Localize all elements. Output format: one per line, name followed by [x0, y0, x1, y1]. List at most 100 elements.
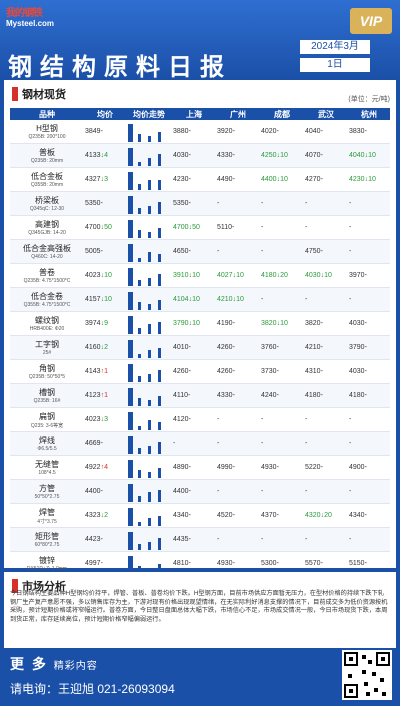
- avg-change: ↓10: [100, 272, 112, 279]
- city-price-cd: 4020-: [260, 120, 304, 144]
- contact-info: 请电询：王迎旭 021-26093094: [10, 682, 175, 696]
- table-row: 焊线 Φ6.5/5.5 4669- - - - - -: [10, 431, 390, 456]
- trend-sparkline: [128, 315, 161, 334]
- trend-bar: [138, 229, 141, 238]
- city-price-sh: 4650-: [172, 239, 216, 264]
- trend-bar: [148, 303, 151, 310]
- avg-price: 3849: [85, 128, 101, 135]
- trend-cell: [126, 383, 172, 408]
- table-row: 低合金卷 Q355B: 4.75*1500*C 4157↓10 4104↓10 4210…: [10, 287, 390, 312]
- product-spec: Q345qC: 12-30: [29, 206, 65, 212]
- product-name: 角钢: [39, 364, 55, 373]
- city-price-hz: -: [348, 479, 390, 504]
- product-spec: Q235: 3-6等宽: [30, 422, 64, 429]
- table-row: 普板 Q235B: 20mm 4133↓4 4030- 4330- 4250↓10 4070…: [10, 143, 390, 168]
- trend-sparkline: [128, 171, 161, 190]
- avg-change: ↑1: [100, 392, 108, 399]
- trend-bar: [128, 459, 133, 478]
- trend-bar: [128, 483, 133, 502]
- avg-price: 4023: [85, 272, 101, 279]
- avg-change: -: [100, 536, 103, 543]
- city-price-hz: 4030-: [348, 311, 390, 336]
- column-header: 广州: [216, 108, 260, 120]
- table-body: H型钢 Q235B: 200*100 3849- 3880- 3920- 4020- 404…: [10, 120, 390, 600]
- table-row: 角钢 Q235B: 50*50*5 4143↑1 4260- 4260- 3730- 431…: [10, 359, 390, 384]
- city-price-sh: 4010-: [172, 335, 216, 360]
- city-price-wh: -: [304, 191, 348, 216]
- avg-price-cell: 4669-: [84, 431, 126, 456]
- avg-price: 5350: [85, 200, 101, 207]
- trend-sparkline: [128, 459, 161, 478]
- trend-bar: [148, 251, 151, 262]
- table-row: 槽钢 Q235B: 16# 4123↑1 4110- 4330- 4240- 4180- 41…: [10, 383, 390, 408]
- logo-line2: Mysteel.com: [6, 19, 55, 28]
- trend-sparkline: [128, 507, 161, 526]
- avg-change: ↓9: [100, 320, 108, 327]
- column-header: 均价: [84, 108, 126, 120]
- product-name-cell: 桥梁板 Q345qC: 12-30: [10, 191, 84, 216]
- table-row: 高建钢 Q345GJB: 14-20 4700↓50 4700↓50 5110- - - -: [10, 215, 390, 240]
- avg-change: ↑4: [100, 464, 108, 471]
- more-label: 更 多: [10, 656, 48, 672]
- trend-cell: [126, 215, 172, 240]
- city-price-gz: -: [216, 407, 260, 432]
- trend-bar: [158, 273, 161, 286]
- trend-sparkline: [128, 483, 161, 502]
- city-price-gz: 4990-: [216, 455, 260, 480]
- city-price-sh: 4890-: [172, 455, 216, 480]
- analysis-text: 今日钢结构主要品种H型钢均价持平，焊管、普板、普卷均价下跌。H型钢方面，目前市场…: [10, 590, 388, 623]
- trend-sparkline: [128, 219, 161, 238]
- trend-cell: [126, 263, 172, 288]
- trend-cell: [126, 120, 172, 144]
- trend-bar: [128, 387, 133, 406]
- trend-bar: [128, 363, 133, 382]
- product-name: 高建钢: [35, 220, 59, 229]
- trend-bar: [128, 507, 133, 526]
- avg-price-cell: 5005-: [84, 239, 126, 264]
- trend-cell: [126, 311, 172, 336]
- city-price-cd: 4400↓10: [260, 167, 304, 192]
- city-price-wh: -: [304, 479, 348, 504]
- spot-section-title: 钢材现货: [12, 86, 66, 102]
- avg-price: 4423: [85, 536, 101, 543]
- table-row: 扁钢 Q235: 3-6等宽 4023↓3 4120- - - - -: [10, 407, 390, 432]
- city-price-wh: 4030↓10: [304, 263, 348, 288]
- city-price-cd: 4180↓20: [260, 263, 304, 288]
- avg-price-cell: 4133↓4: [84, 143, 126, 168]
- avg-change: ↓3: [100, 176, 108, 183]
- trend-bar: [138, 161, 141, 166]
- avg-price-cell: 4400-: [84, 479, 126, 504]
- avg-price: 4669: [85, 440, 101, 447]
- trend-bar: [148, 373, 151, 382]
- city-price-hz: 4040↓10: [348, 143, 390, 168]
- trend-bar: [148, 157, 151, 166]
- product-name-cell: 矩形管 60*80*2.75: [10, 527, 84, 552]
- trend-bar: [138, 565, 141, 574]
- product-name: 桥梁板: [35, 196, 59, 205]
- product-name: 无缝管: [35, 460, 59, 469]
- city-price-sh: -: [172, 431, 216, 456]
- product-name: 工字钢: [35, 340, 59, 349]
- city-price-cd: -: [260, 191, 304, 216]
- avg-change: -: [100, 248, 103, 255]
- avg-change: ↓50: [100, 224, 112, 231]
- trend-bar: [158, 201, 161, 214]
- trend-bar: [148, 419, 151, 430]
- avg-price-cell: 4323↓2: [84, 503, 126, 528]
- trend-cell: [126, 191, 172, 216]
- trend-sparkline: [128, 363, 161, 382]
- column-header: 武汉: [304, 108, 348, 120]
- city-price-sh: 4700↓50: [172, 215, 216, 240]
- trend-cell: [126, 431, 172, 456]
- city-price-sh: 4104↓10: [172, 287, 216, 312]
- city-price-cd: -: [260, 407, 304, 432]
- product-spec: 25#: [42, 350, 52, 356]
- city-price-wh: -: [304, 287, 348, 312]
- trend-bar: [148, 231, 151, 238]
- city-price-gz: 4490-: [216, 167, 260, 192]
- column-header: 均价走势: [126, 108, 172, 120]
- city-price-sh: 4030-: [172, 143, 216, 168]
- analysis-title-text: 市场分析: [22, 581, 66, 593]
- trend-cell: [126, 479, 172, 504]
- product-name-cell: 螺纹钢 HRB400E: Φ20: [10, 311, 84, 336]
